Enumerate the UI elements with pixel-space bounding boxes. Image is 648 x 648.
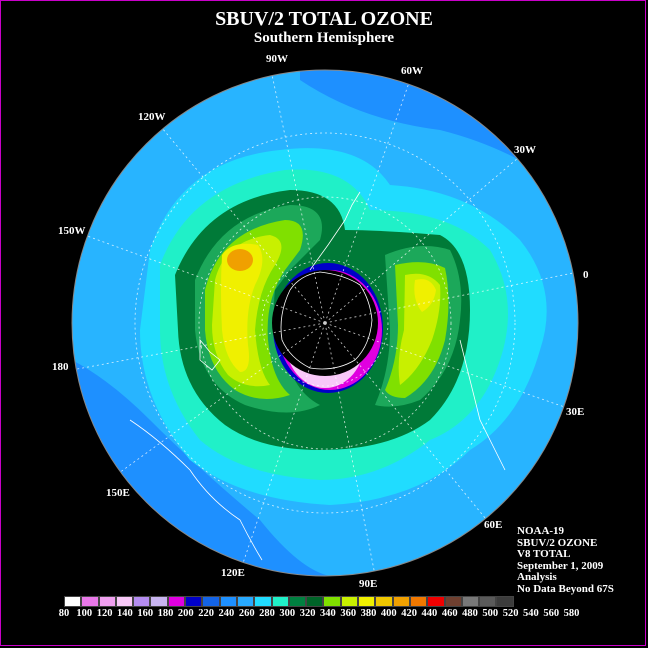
legend-tick-label: 160 xyxy=(137,608,154,619)
lon-label-180: 180 xyxy=(52,361,69,373)
lon-label-120e: 120E xyxy=(221,567,245,579)
legend-swatch xyxy=(115,596,134,607)
legend-swatch xyxy=(340,596,359,607)
coastlines xyxy=(129,191,506,561)
lon-label-90e: 90E xyxy=(359,578,377,590)
legend-swatch xyxy=(288,596,307,607)
legend-swatch xyxy=(219,596,237,607)
legend-swatch xyxy=(427,596,445,607)
legend-swatch xyxy=(236,596,255,607)
lon-label-120w: 120W xyxy=(138,111,166,123)
legend-tick-label: 440 xyxy=(421,608,438,619)
legend-tick-label: 140 xyxy=(117,608,133,619)
ozone-field xyxy=(72,70,578,576)
legend-tick-label: 200 xyxy=(177,608,194,619)
legend-swatch xyxy=(323,596,341,607)
legend-swatch xyxy=(64,596,82,607)
legend-tick-label: 460 xyxy=(441,608,458,619)
legend-tick-labels: 80 100 120 140 160 180 200 220 240 260 280 300 320 34… xyxy=(57,608,597,622)
map-boundary xyxy=(71,69,579,577)
lon-label-150e: 150E xyxy=(106,487,130,499)
legend-tick-label: 360 xyxy=(340,608,357,619)
legend-tick-label: 300 xyxy=(279,608,296,619)
ozone-band-460 xyxy=(227,249,253,271)
legend-tick-label: 260 xyxy=(238,608,255,619)
legend-swatch xyxy=(81,596,99,607)
legend-tick-label: 560 xyxy=(543,608,560,619)
lon-label-90w: 90W xyxy=(266,53,288,65)
legend-swatch xyxy=(479,596,497,607)
legend-tick-label: 500 xyxy=(482,608,499,619)
legend-tick-label: 480 xyxy=(462,608,478,619)
legend-swatch xyxy=(202,596,220,607)
color-legend xyxy=(64,596,514,608)
info-type: Analysis xyxy=(517,571,557,584)
legend-swatch xyxy=(375,596,393,607)
legend-swatch xyxy=(185,596,203,607)
legend-tick-label: 380 xyxy=(360,608,377,619)
legend-tick-label: 240 xyxy=(218,608,235,619)
lon-label-0: 0 xyxy=(583,269,589,281)
legend-tick-label: 400 xyxy=(380,608,397,619)
legend-tick-label: 540 xyxy=(523,608,539,619)
map-subtitle: Southern Hemisphere xyxy=(253,30,395,46)
legend-tick-label: 220 xyxy=(198,608,214,619)
legend-swatch xyxy=(496,596,514,607)
info-instrument: SBUV/2 OZONE xyxy=(517,536,598,549)
legend-swatch xyxy=(98,596,116,607)
info-satellite: NOAA-19 xyxy=(517,525,565,537)
legend-tick-label: 580 xyxy=(563,608,580,619)
legend-swatch xyxy=(271,596,289,607)
legend-tick-label: 100 xyxy=(76,608,93,619)
ozone-band-420 xyxy=(221,243,263,372)
legend-tick-label: 320 xyxy=(299,608,316,619)
legend-tick-label: 120 xyxy=(96,608,113,619)
legend-swatch xyxy=(392,596,410,607)
lon-label-60w: 60W xyxy=(401,65,423,77)
lon-label-30e: 30E xyxy=(566,406,584,418)
legend-swatch xyxy=(254,596,272,607)
lon-label-150w: 150W xyxy=(58,225,86,237)
legend-swatch xyxy=(167,596,186,607)
info-date: September 1, 2009 xyxy=(517,559,604,572)
legend-swatch xyxy=(358,596,376,607)
legend-tick-label: 420 xyxy=(401,608,417,619)
legend-tick-label: 180 xyxy=(157,608,174,619)
lon-label-60e: 60E xyxy=(484,519,502,531)
legend-swatch xyxy=(306,596,324,607)
info-nodata: No Data Beyond 67S xyxy=(517,582,614,595)
map-title: SBUV/2 TOTAL OZONE xyxy=(215,8,433,30)
legend-tick-label: 80 xyxy=(58,608,70,619)
legend-tick-label: 280 xyxy=(259,608,275,619)
legend-swatch xyxy=(133,596,151,607)
lon-label-30w: 30W xyxy=(514,144,536,156)
legend-swatch xyxy=(461,596,480,607)
legend-tick-label: 520 xyxy=(502,608,519,619)
graticule xyxy=(72,70,578,576)
info-block: NOAA-19 SBUV/2 OZONE V8 TOTAL September … xyxy=(517,525,614,596)
info-version: V8 TOTAL xyxy=(517,548,571,561)
legend-swatch xyxy=(150,596,168,607)
legend-swatch xyxy=(409,596,428,607)
legend-tick-label: 340 xyxy=(320,608,336,619)
longitude-labels: 90W 60W 30W 0 30E 60E 90E 120E 150E 180 … xyxy=(52,53,589,590)
legend-swatch xyxy=(444,596,462,607)
